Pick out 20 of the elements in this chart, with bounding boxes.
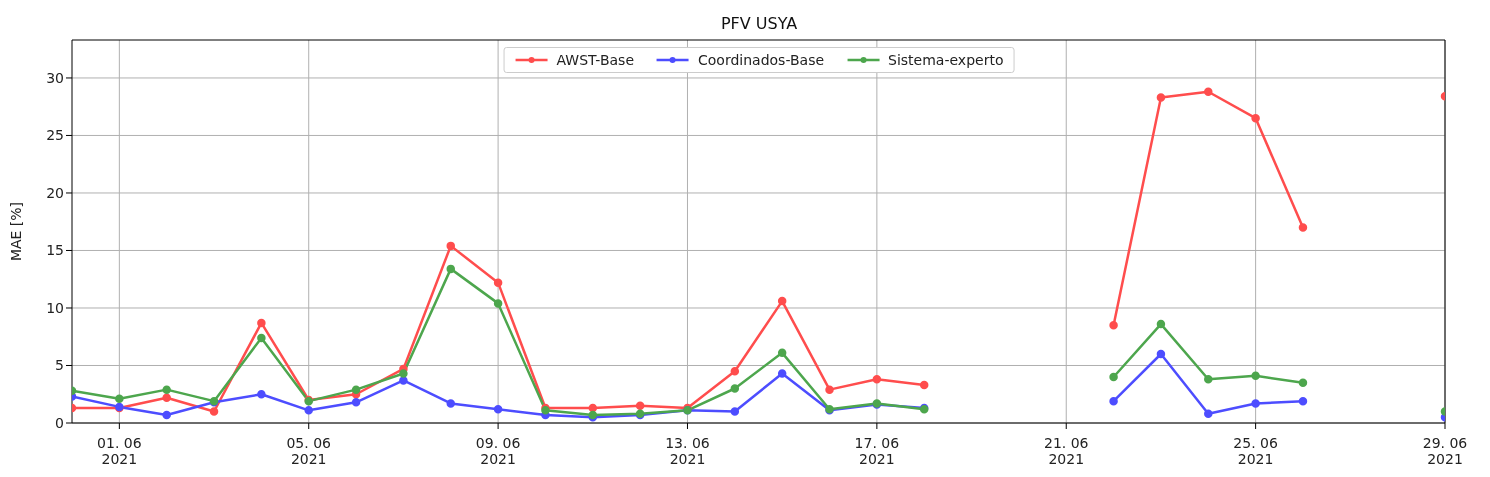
- y-tick-label: 10: [46, 299, 64, 316]
- x-tick-label: 13. 06 2021: [665, 434, 710, 468]
- y-tick-label: 5: [55, 357, 64, 374]
- x-tick-label: 29. 06 2021: [1422, 434, 1468, 468]
- legend-label: Coordinados-Base: [698, 52, 825, 68]
- x-tick-label: 01. 06 2021: [97, 434, 142, 468]
- x-tick-label: 17. 06 2021: [854, 434, 900, 468]
- x-tick-label: 25. 06 2021: [1233, 434, 1278, 468]
- y-axis-title: MAE [%]: [7, 201, 24, 262]
- x-tick-label: 05. 06 2021: [286, 434, 332, 468]
- legend-label: Sistema-experto: [888, 52, 1004, 68]
- legend-label: AWST-Base: [556, 52, 634, 68]
- y-tick-label: 15: [46, 242, 64, 259]
- y-tick-label: 25: [46, 127, 64, 144]
- y-tick-label: 20: [46, 184, 64, 201]
- x-tick-label: 21. 06 2021: [1043, 434, 1089, 468]
- x-tick-label: 09. 06 2021: [475, 434, 521, 468]
- y-tick-label: 0: [55, 414, 64, 431]
- chart-title: PFV USYA: [719, 14, 799, 33]
- y-tick-label: 30: [46, 69, 64, 86]
